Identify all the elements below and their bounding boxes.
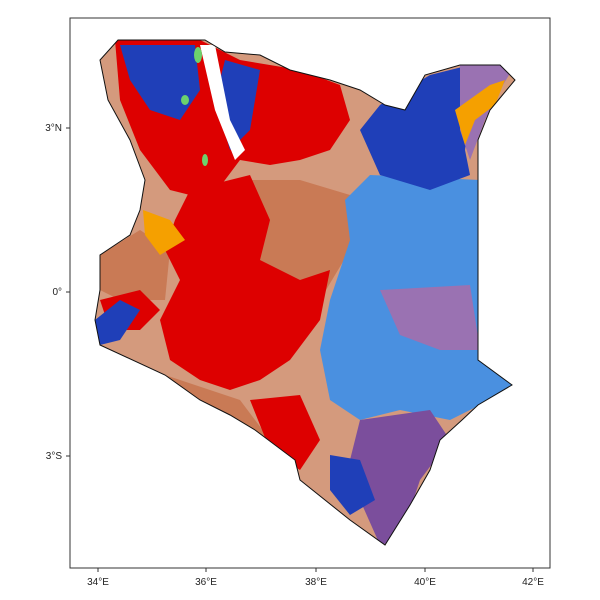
- plot-panel: [69, 17, 551, 569]
- region-purple-south: [350, 410, 450, 545]
- region-orange-ne: [455, 80, 505, 145]
- region-green-patch-2: [181, 95, 189, 105]
- x-tick-label: 34°E: [87, 577, 109, 588]
- region-red-central: [160, 175, 330, 390]
- region-green-patch-1: [194, 47, 202, 63]
- region-brown-west: [100, 230, 170, 300]
- region-orange-west: [143, 210, 185, 255]
- region-white-lake: [200, 45, 245, 160]
- y-axis: 3°N 0° 3°S: [45, 123, 70, 462]
- region-red-south: [250, 395, 320, 470]
- y-tick-label: 0°: [52, 287, 62, 298]
- region-dark-blue-ne: [360, 65, 470, 190]
- x-tick-label: 38°E: [305, 577, 327, 588]
- x-tick-label: 36°E: [195, 577, 217, 588]
- y-tick-label: 3°S: [46, 451, 63, 462]
- region-lilac-east: [380, 285, 480, 350]
- region-lilac-ne: [460, 65, 515, 160]
- region-dark-blue-west: [95, 300, 140, 345]
- region-green-patch-3: [202, 154, 208, 166]
- region-dark-blue-south: [330, 455, 375, 515]
- x-tick-label: 40°E: [414, 577, 436, 588]
- y-tick-label: 3°N: [45, 123, 62, 134]
- x-axis: 34°E 36°E 38°E 40°E 42°E: [87, 568, 544, 588]
- x-tick-label: 42°E: [522, 577, 544, 588]
- region-dark-blue-nw: [120, 45, 200, 120]
- country-outline: [94, 39, 516, 546]
